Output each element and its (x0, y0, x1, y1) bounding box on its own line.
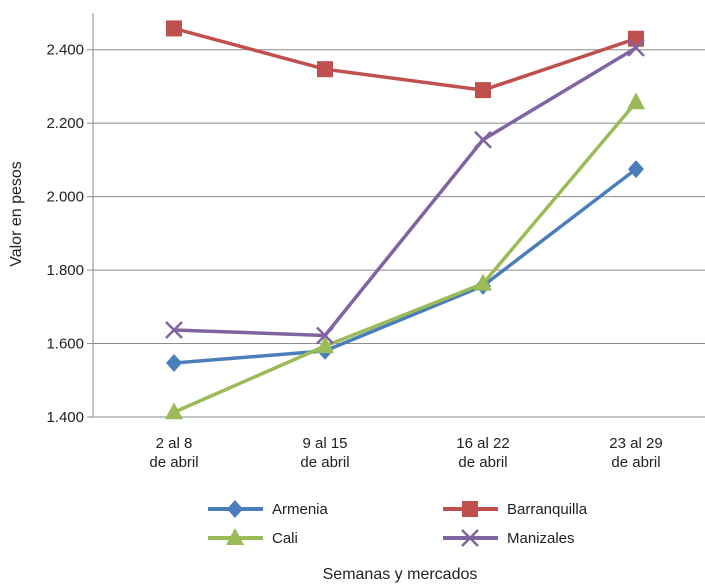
data-point-x (627, 39, 645, 57)
data-point-square (317, 61, 333, 78)
series-armenia (166, 160, 644, 373)
legend-marker-x (461, 529, 479, 547)
data-point-triangle (316, 336, 334, 354)
data-point-diamond (166, 354, 182, 373)
legend-label: Cali (272, 530, 298, 547)
series-line (173, 167, 638, 365)
x-tick-label: de abril (300, 454, 349, 471)
series-line (173, 101, 638, 414)
data-point-triangle (627, 92, 645, 110)
data-point-x (316, 326, 334, 345)
legend-item-barranquilla: Barranquilla (443, 501, 588, 518)
series-cali (165, 92, 645, 420)
y-tick-label: 1.600 (46, 336, 84, 353)
y-axis-title: Valor en pesos (8, 161, 25, 267)
series-manizales (165, 39, 645, 345)
legend-item-manizales: Manizales (443, 529, 575, 547)
y-tick-label: 1.400 (46, 409, 84, 426)
data-point-square (475, 82, 491, 99)
y-tick-label: 2.200 (46, 115, 84, 132)
legend-marker-triangle (226, 528, 244, 545)
series-line (173, 26, 637, 92)
x-tick-label: 2 al 8 (156, 435, 193, 452)
legend-marker-diamond (227, 500, 243, 518)
x-tick-label: de abril (149, 454, 198, 471)
data-point-triangle (474, 273, 492, 291)
data-point-x (474, 130, 492, 149)
x-axis-ticks: 2 al 8 de abril 9 al 15 de abril 16 al 22 de … (149, 435, 662, 471)
series-lines (165, 20, 645, 420)
legend-marker-square (462, 501, 478, 517)
data-point-diamond (628, 160, 644, 179)
y-tick-label: 2.000 (46, 189, 84, 206)
legend-item-cali: Cali (208, 528, 298, 547)
legend-label: Barranquilla (507, 501, 588, 518)
legend-label: Armenia (272, 501, 329, 518)
data-point-square (166, 20, 182, 37)
y-tick-label: 1.800 (46, 262, 84, 279)
data-point-x (165, 321, 183, 339)
x-tick-label: de abril (611, 454, 660, 471)
x-tick-label: 16 al 22 (456, 435, 509, 452)
series-line (173, 46, 637, 338)
x-axis-title: Semanas y mercados (323, 566, 478, 583)
x-tick-label: 23 al 29 (609, 435, 662, 452)
x-tick-label: 9 al 15 (302, 435, 347, 452)
legend: Armenia Barranquilla Cali Manizales (208, 500, 588, 547)
legend-label: Manizales (507, 530, 575, 547)
data-point-square (628, 30, 644, 47)
data-point-triangle (165, 402, 183, 420)
grid-lines (93, 49, 705, 418)
x-tick-label: de abril (458, 454, 507, 471)
legend-item-armenia: Armenia (208, 500, 329, 518)
y-axis-ticks: 1.400 1.600 1.800 2.000 2.200 2.400 (46, 42, 93, 426)
y-tick-label: 2.400 (46, 42, 84, 59)
